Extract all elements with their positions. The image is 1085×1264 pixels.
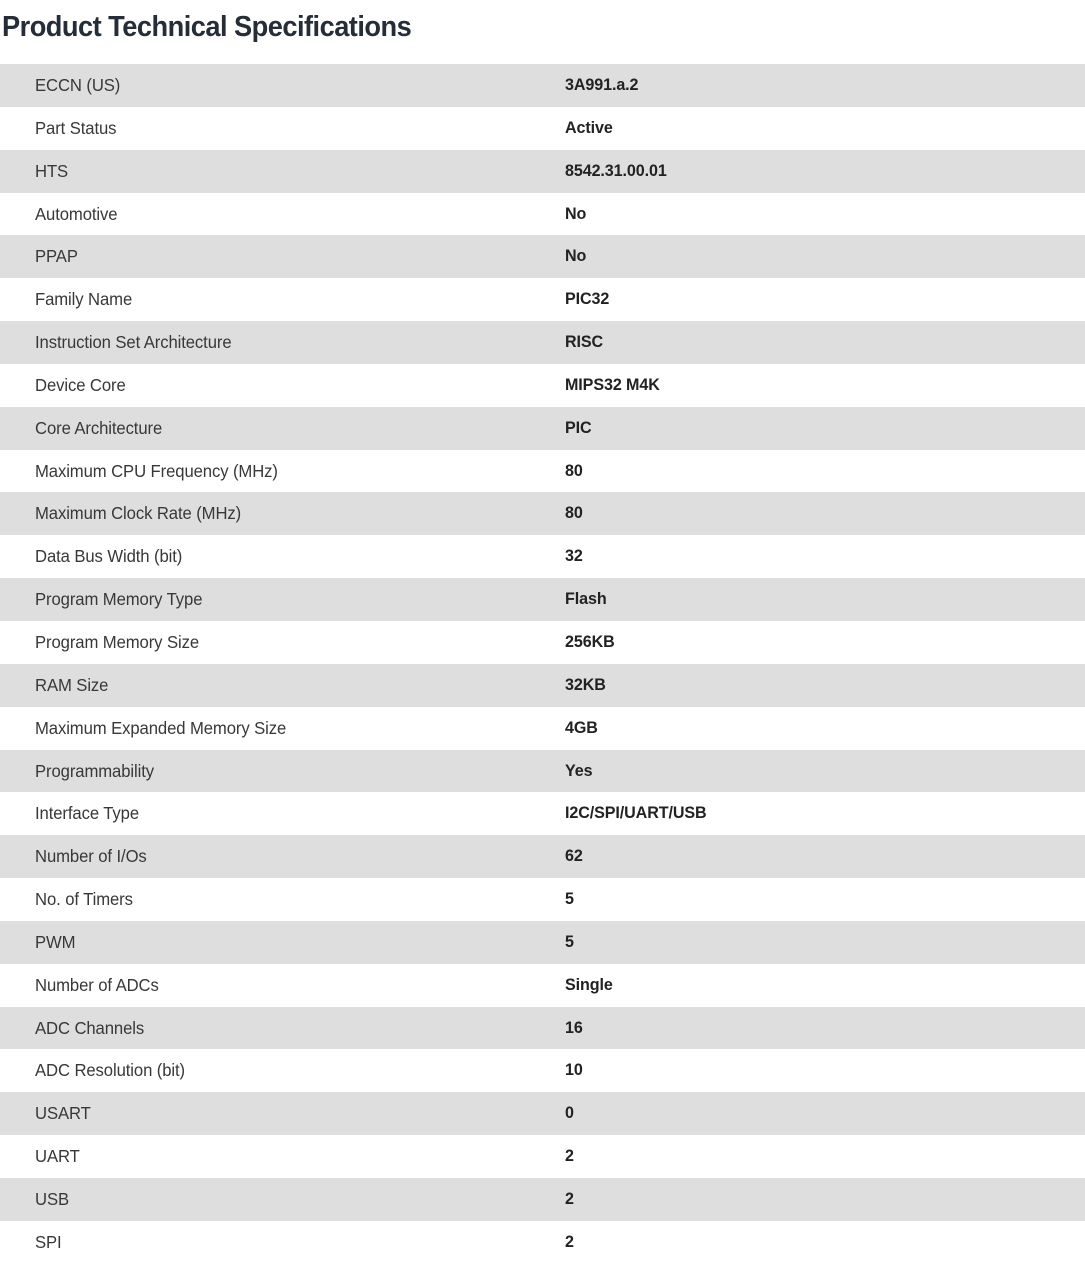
table-row: Programmability Yes: [0, 749, 1085, 793]
table-row: SPI 2: [0, 1220, 1085, 1264]
spec-value: 32: [565, 546, 583, 566]
table-row: PWM 5: [0, 920, 1085, 964]
spec-value: 80: [565, 503, 583, 523]
spec-label: Part Status: [35, 117, 117, 138]
spec-label: Interface Type: [35, 803, 140, 824]
spec-value: Active: [565, 117, 613, 137]
table-row: Instruction Set Architecture RISC: [0, 321, 1085, 364]
spec-label: HTS: [35, 160, 69, 181]
spec-label: UART: [35, 1146, 80, 1167]
spec-value: MIPS32 M4K: [565, 374, 660, 394]
spec-value: 4GB: [565, 717, 598, 737]
spec-value: 2: [565, 1188, 574, 1208]
spec-label: USART: [35, 1103, 91, 1124]
spec-value: 80: [565, 460, 583, 480]
spec-value: 256KB: [565, 631, 615, 651]
spec-value: 62: [565, 846, 583, 866]
spec-label: Programmability: [35, 760, 154, 781]
spec-value: 5: [565, 889, 574, 909]
table-row: Automotive No: [0, 192, 1085, 236]
spec-label: ADC Resolution (bit): [35, 1060, 186, 1081]
spec-value: RISC: [565, 332, 604, 352]
table-row: Data Bus Width (bit) 32: [0, 535, 1085, 579]
spec-label: Maximum Expanded Memory Size: [35, 717, 287, 738]
spec-value: 3A991.a.2: [565, 75, 639, 94]
table-row: Part Status Active: [0, 106, 1085, 150]
spec-value: No: [565, 246, 587, 266]
table-row: USART 0: [0, 1092, 1085, 1136]
spec-label: PPAP: [35, 246, 78, 267]
spec-value: PIC32: [565, 289, 610, 309]
table-row: UART 2: [0, 1135, 1085, 1178]
spec-label: Data Bus Width (bit): [35, 546, 183, 567]
table-row: USB 2: [0, 1177, 1085, 1221]
spec-value: Yes: [565, 760, 593, 780]
spec-label: Program Memory Size: [35, 631, 199, 652]
spec-value: 5: [565, 931, 574, 951]
table-row: Program Memory Size 256KB: [0, 620, 1085, 664]
table-row: Maximum Expanded Memory Size 4GB: [0, 706, 1085, 750]
table-row: ADC Channels 16: [0, 1006, 1085, 1050]
spec-label: ADC Channels: [35, 1017, 145, 1038]
table-row: Interface Type I2C/SPI/UART/USB: [0, 792, 1085, 836]
table-row: Maximum Clock Rate (MHz) 80: [0, 492, 1085, 536]
table-row: Program Memory Type Flash: [0, 578, 1085, 621]
table-row: Device Core MIPS32 M4K: [0, 363, 1085, 407]
page-title: Product Technical Specifications: [2, 11, 412, 43]
spec-label: USB: [35, 1188, 69, 1209]
table-row: No. of Timers 5: [0, 878, 1085, 921]
product-technical-specifications-table: ECCN (US) 3A991.a.2 Part Status Active HTS 85…: [0, 64, 1085, 1264]
table-row: Family Name PIC32: [0, 278, 1085, 322]
spec-value: I2C/SPI/UART/USB: [565, 803, 707, 823]
spec-value: 32KB: [565, 674, 606, 694]
table-row: Maximum CPU Frequency (MHz) 80: [0, 449, 1085, 493]
spec-label: Maximum Clock Rate (MHz): [35, 503, 242, 524]
table-row: RAM Size 32KB: [0, 663, 1085, 707]
spec-value: 2: [565, 1231, 574, 1251]
spec-label: Program Memory Type: [35, 589, 203, 610]
spec-value: 2: [565, 1146, 574, 1166]
spec-value: Flash: [565, 589, 607, 609]
spec-label: Instruction Set Architecture: [35, 332, 232, 353]
table-row: PPAP No: [0, 235, 1085, 279]
spec-label: PWM: [35, 931, 76, 952]
table-row: Number of ADCs Single: [0, 963, 1085, 1007]
spec-label: Device Core: [35, 374, 126, 395]
spec-label: Maximum CPU Frequency (MHz): [35, 460, 278, 481]
spec-label: Automotive: [35, 203, 118, 224]
table-row: HTS 8542.31.00.01: [0, 149, 1085, 193]
table-row: ECCN (US) 3A991.a.2: [0, 64, 1085, 107]
table-row: Core Architecture PIC: [0, 406, 1085, 450]
spec-label: Core Architecture: [35, 417, 163, 438]
table-row: Number of I/Os 62: [0, 835, 1085, 879]
spec-label: No. of Timers: [35, 889, 133, 910]
spec-label: Number of ADCs: [35, 974, 159, 995]
spec-label: ECCN (US): [35, 75, 121, 95]
spec-value: 16: [565, 1017, 583, 1037]
spec-label: RAM Size: [35, 674, 109, 695]
spec-value: Single: [565, 974, 613, 994]
spec-value: 0: [565, 1103, 574, 1123]
table-row: ADC Resolution (bit) 10: [0, 1049, 1085, 1093]
spec-value: PIC: [565, 417, 592, 437]
spec-value: 8542.31.00.01: [565, 160, 667, 180]
spec-label: SPI: [35, 1231, 62, 1252]
spec-label: Family Name: [35, 289, 133, 310]
spec-value: 10: [565, 1060, 583, 1080]
spec-label: Number of I/Os: [35, 846, 147, 867]
spec-value: No: [565, 203, 587, 223]
